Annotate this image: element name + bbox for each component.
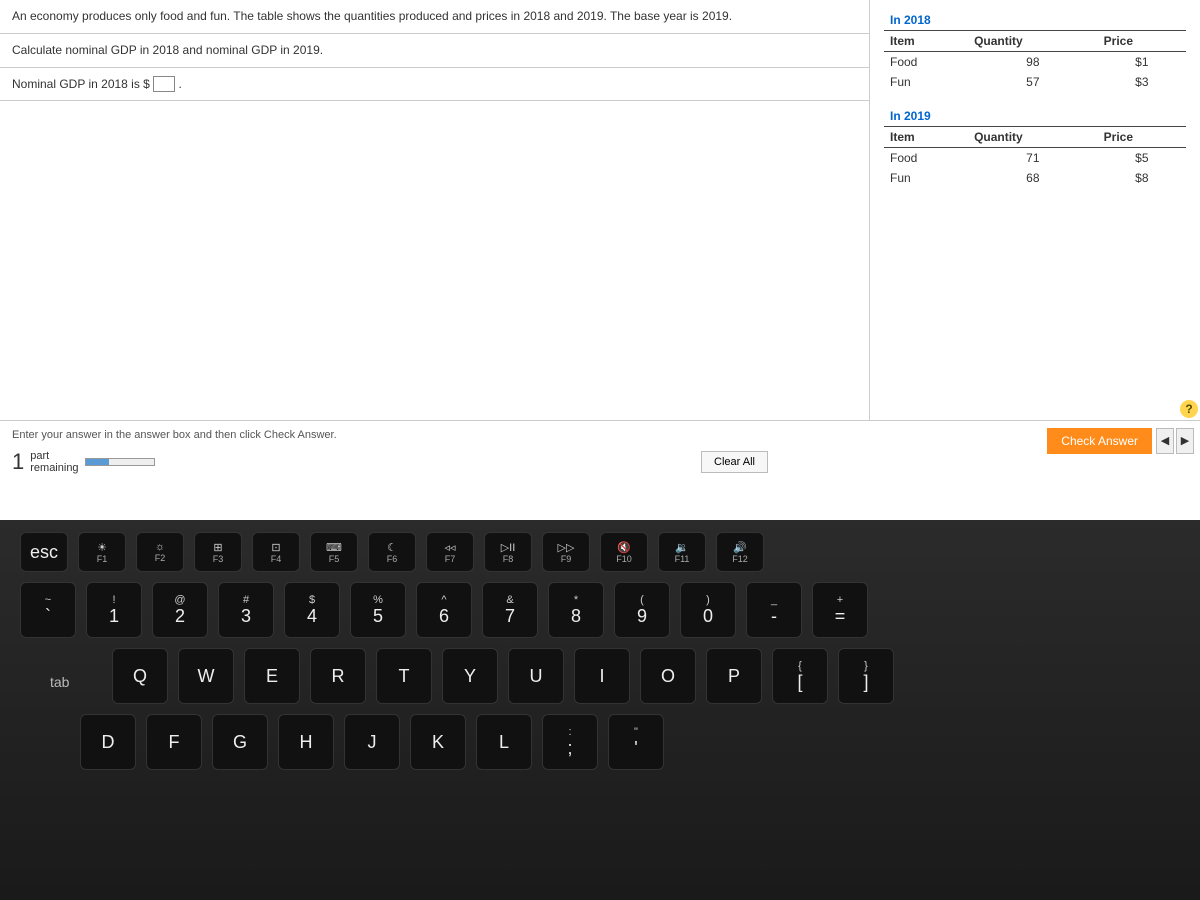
keyboard-key: ☾F6 bbox=[368, 532, 416, 572]
keyboard-key: G bbox=[212, 714, 268, 770]
cell: $5 bbox=[1098, 148, 1186, 169]
keyboard-key: @2 bbox=[152, 582, 208, 638]
physical-keyboard: esc☀F1☼F2⊞F3⊡F4⌨F5☾F6◃◃F7▷IIF8▷▷F9🔇F10🔉F… bbox=[0, 520, 1200, 900]
keyboard-key: "' bbox=[608, 714, 664, 770]
keyboard-key: ~` bbox=[20, 582, 76, 638]
question-intro: An economy produces only food and fun. T… bbox=[0, 0, 869, 34]
keyboard-key: 🔉F11 bbox=[658, 532, 706, 572]
check-answer-button[interactable]: Check Answer bbox=[1047, 428, 1152, 454]
keyboard-key: L bbox=[476, 714, 532, 770]
cell: Food bbox=[884, 52, 968, 73]
keyboard-key: 🔇F10 bbox=[600, 532, 648, 572]
cell: Fun bbox=[884, 168, 968, 188]
keyboard-key: P bbox=[706, 648, 762, 704]
keyboard-key: #3 bbox=[218, 582, 274, 638]
keyboard-key: W bbox=[178, 648, 234, 704]
part-remaining: 1 part remaining bbox=[12, 449, 155, 475]
cell: $3 bbox=[1098, 72, 1186, 92]
cell: $1 bbox=[1098, 52, 1186, 73]
keyboard-key: I bbox=[574, 648, 630, 704]
progress-bar bbox=[85, 458, 155, 466]
table-row: Fun 68 $8 bbox=[884, 168, 1186, 188]
table-row: Food 71 $5 bbox=[884, 148, 1186, 169]
table-2019: In 2019 Item Quantity Price Food 71 $5 F… bbox=[884, 106, 1186, 188]
keyboard-key: T bbox=[376, 648, 432, 704]
question-task: Calculate nominal GDP in 2018 and nomina… bbox=[0, 34, 869, 68]
keyboard-key: ☼F2 bbox=[136, 532, 184, 572]
keyboard-key: _- bbox=[746, 582, 802, 638]
table-row: Fun 57 $3 bbox=[884, 72, 1186, 92]
cell: $8 bbox=[1098, 168, 1186, 188]
th-quantity: Quantity bbox=[968, 127, 1098, 148]
table-2018-title: In 2018 bbox=[884, 10, 1186, 31]
part-label-bottom: remaining bbox=[30, 462, 78, 474]
th-quantity: Quantity bbox=[968, 31, 1098, 52]
keyboard-key: $4 bbox=[284, 582, 340, 638]
table-2018: In 2018 Item Quantity Price Food 98 $1 F… bbox=[884, 10, 1186, 92]
keyboard-key: :; bbox=[542, 714, 598, 770]
th-item: Item bbox=[884, 127, 968, 148]
keyboard-key: E bbox=[244, 648, 300, 704]
footer-instruction: Enter your answer in the answer box and … bbox=[12, 429, 1188, 441]
cell: Food bbox=[884, 148, 968, 169]
keyboard-key: D bbox=[80, 714, 136, 770]
keyboard-key: ▷IIF8 bbox=[484, 532, 532, 572]
next-button[interactable]: ▶ bbox=[1176, 428, 1194, 454]
th-item: Item bbox=[884, 31, 968, 52]
cell: Fun bbox=[884, 72, 968, 92]
part-label-top: part bbox=[30, 450, 78, 462]
keyboard-key: ☀F1 bbox=[78, 532, 126, 572]
th-price: Price bbox=[1098, 31, 1186, 52]
cell: 68 bbox=[968, 168, 1098, 188]
keyboard-key: {[ bbox=[772, 648, 828, 704]
answer-line: Nominal GDP in 2018 is $ . bbox=[0, 68, 869, 102]
keyboard-key: }] bbox=[838, 648, 894, 704]
help-icon[interactable]: ? bbox=[1180, 400, 1198, 418]
keyboard-key: ▷▷F9 bbox=[542, 532, 590, 572]
keyboard-key: U bbox=[508, 648, 564, 704]
keyboard-key: Y bbox=[442, 648, 498, 704]
prev-button[interactable]: ◀ bbox=[1156, 428, 1174, 454]
keyboard-key: ⊞F3 bbox=[194, 532, 242, 572]
keyboard-key: (9 bbox=[614, 582, 670, 638]
keyboard-key: &7 bbox=[482, 582, 538, 638]
keyboard-key: H bbox=[278, 714, 334, 770]
keyboard-key: %5 bbox=[350, 582, 406, 638]
keyboard-key: 🔊F12 bbox=[716, 532, 764, 572]
keyboard-key: ⊡F4 bbox=[252, 532, 300, 572]
keyboard-key: K bbox=[410, 714, 466, 770]
clear-all-button[interactable]: Clear All bbox=[701, 451, 768, 473]
keyboard-key: R bbox=[310, 648, 366, 704]
keyboard-key: ⌨F5 bbox=[310, 532, 358, 572]
keyboard-key: += bbox=[812, 582, 868, 638]
keyboard-key: ◃◃F7 bbox=[426, 532, 474, 572]
table-2019-title: In 2019 bbox=[884, 106, 1186, 127]
table-row: Food 98 $1 bbox=[884, 52, 1186, 73]
cell: 71 bbox=[968, 148, 1098, 169]
keyboard-key: )0 bbox=[680, 582, 736, 638]
part-number: 1 bbox=[12, 449, 24, 475]
keyboard-key: J bbox=[344, 714, 400, 770]
keyboard-key: esc bbox=[20, 532, 68, 572]
keyboard-key: Q bbox=[112, 648, 168, 704]
keyboard-key: !1 bbox=[86, 582, 142, 638]
keyboard-key: O bbox=[640, 648, 696, 704]
answer-prefix: Nominal GDP in 2018 is $ bbox=[12, 77, 150, 91]
keyboard-key: ^6 bbox=[416, 582, 472, 638]
answer-suffix: . bbox=[179, 77, 182, 91]
th-price: Price bbox=[1098, 127, 1186, 148]
keyboard-key: F bbox=[146, 714, 202, 770]
tab-key-label: tab bbox=[50, 674, 102, 704]
nominal-gdp-2018-input[interactable] bbox=[153, 76, 175, 92]
keyboard-key: *8 bbox=[548, 582, 604, 638]
cell: 57 bbox=[968, 72, 1098, 92]
cell: 98 bbox=[968, 52, 1098, 73]
